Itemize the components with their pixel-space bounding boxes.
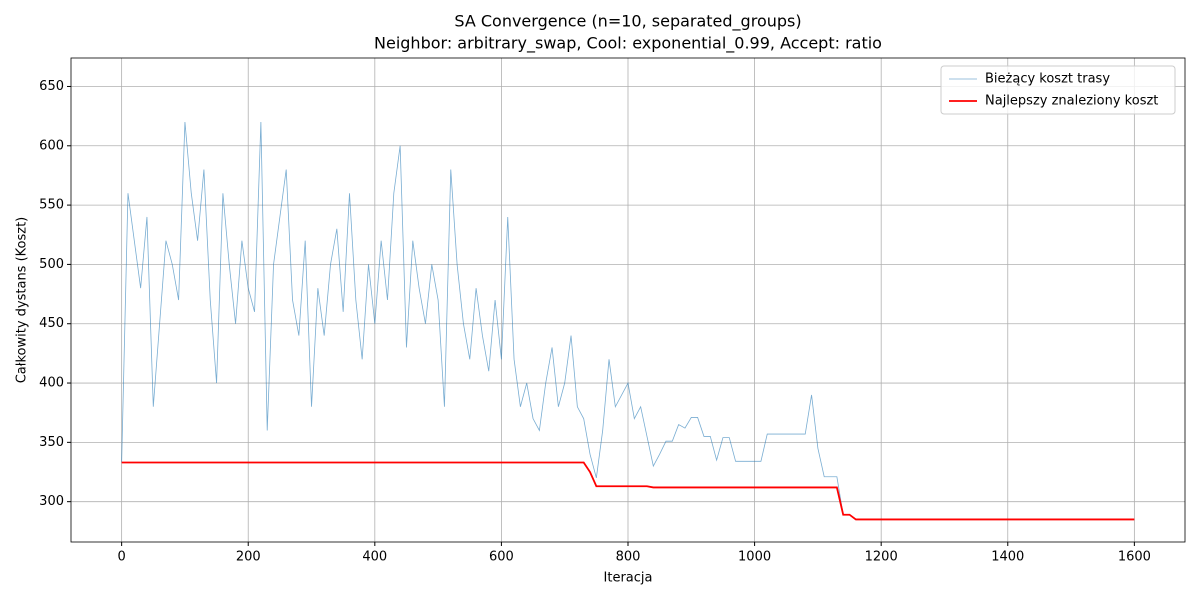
series-line: [121, 461, 1135, 521]
x-tick-label: 1400: [991, 550, 1024, 565]
x-tick-label: 1200: [865, 550, 898, 565]
legend-label: Bieżący koszt trasy: [985, 72, 1110, 87]
x-tick-label: 400: [362, 550, 387, 565]
y-tick-label: 650: [39, 79, 64, 94]
x-tick-label: 800: [616, 550, 641, 565]
x-tick-label: 0: [117, 550, 125, 565]
y-axis-label: Całkowity dystans (Koszt): [15, 217, 30, 384]
y-tick-label: 550: [39, 198, 64, 213]
y-tick-label: 300: [39, 494, 64, 509]
y-tick-label: 450: [39, 316, 64, 331]
x-tick-label: 1600: [1118, 550, 1151, 565]
legend: Bieżący koszt trasy Najlepszy znaleziony …: [940, 65, 1176, 115]
chart-subtitle: Neighbor: arbitrary_swap, Cool: exponent…: [374, 34, 882, 54]
legend-box: [940, 65, 1176, 115]
y-tick-label: 600: [39, 138, 64, 153]
x-tick-label: 600: [489, 550, 514, 565]
y-tick-label: 400: [39, 376, 64, 391]
x-axis-label: Iteracja: [604, 571, 653, 586]
y-tick-label: 500: [39, 257, 64, 272]
x-tick-label: 1000: [738, 550, 771, 565]
x-tick-label: 200: [236, 550, 261, 565]
legend-label: Najlepszy znaleziony koszt: [985, 94, 1158, 109]
y-tick-label: 350: [39, 435, 64, 450]
plot-frame: [70, 57, 1186, 543]
chart-title: SA Convergence (n=10, separated_groups): [454, 12, 801, 32]
